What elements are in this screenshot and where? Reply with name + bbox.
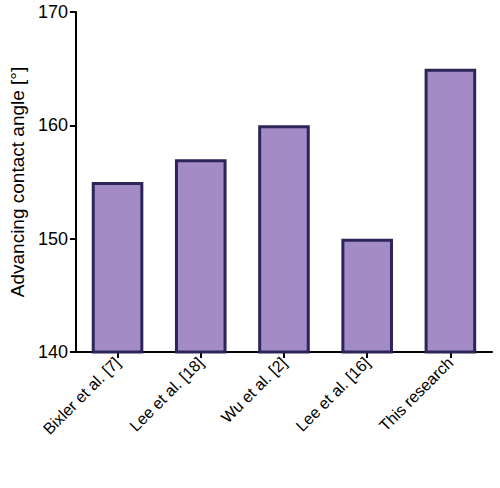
svg-text:140: 140 — [38, 342, 68, 362]
svg-text:Bixler et al. [7]: Bixler et al. [7] — [40, 354, 124, 438]
svg-text:150: 150 — [38, 229, 68, 249]
svg-text:170: 170 — [38, 2, 68, 22]
svg-text:Advancing contact angle [°]: Advancing contact angle [°] — [7, 67, 28, 297]
svg-text:Wu et al. [2]: Wu et al. [2] — [218, 354, 290, 426]
svg-text:This research: This research — [376, 354, 456, 434]
svg-text:Lee et al. [18]: Lee et al. [18] — [126, 354, 207, 435]
svg-text:Lee et al. [16]: Lee et al. [16] — [293, 354, 374, 435]
svg-text:160: 160 — [38, 115, 68, 135]
